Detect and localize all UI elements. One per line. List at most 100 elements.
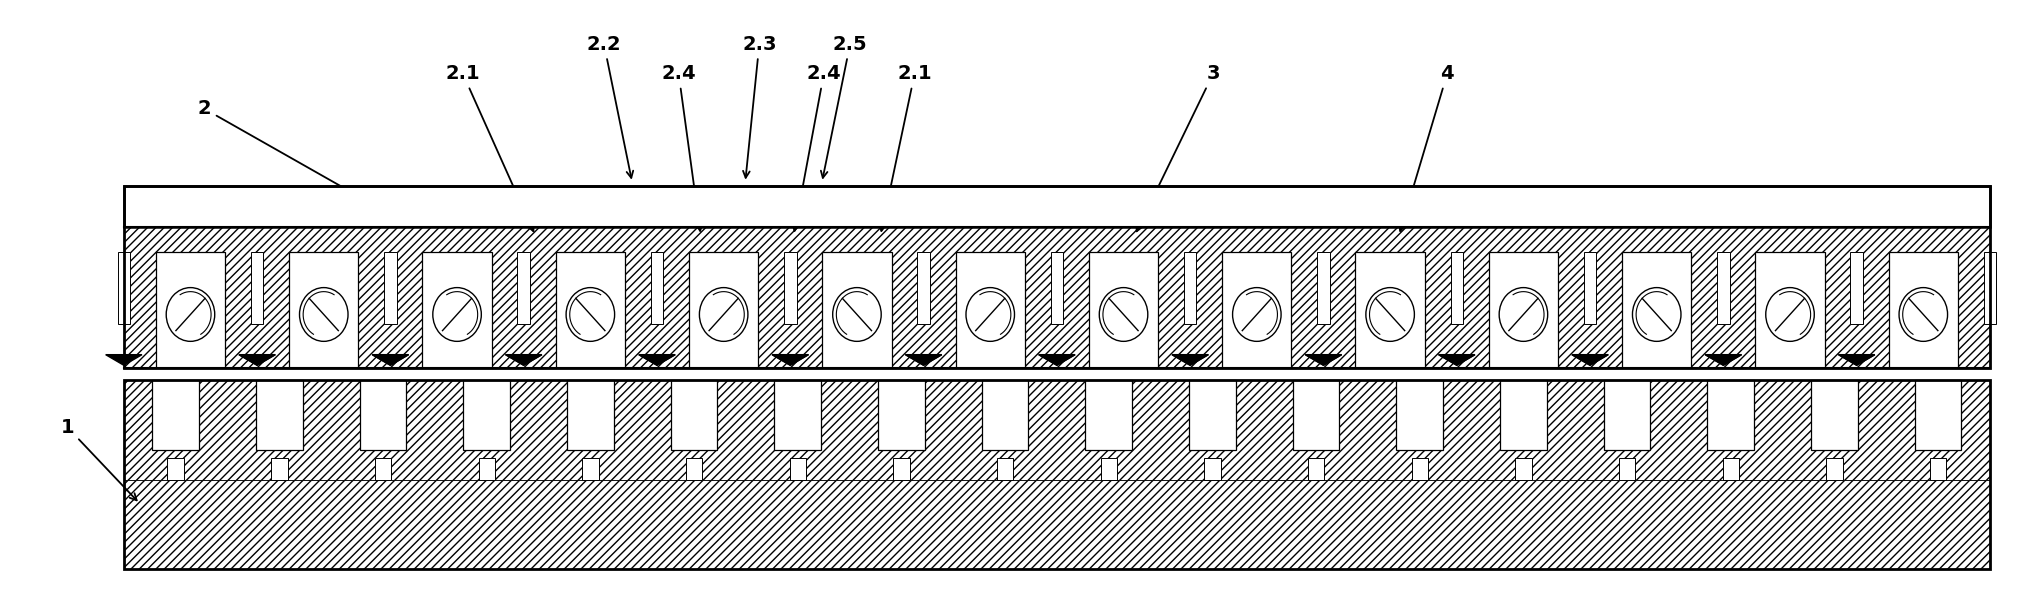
Bar bbox=[690, 252, 759, 368]
Text: 2.4: 2.4 bbox=[662, 64, 702, 231]
Polygon shape bbox=[1171, 355, 1208, 365]
Bar bbox=[123, 186, 1991, 368]
Bar bbox=[518, 252, 530, 324]
Polygon shape bbox=[1839, 355, 1875, 365]
Bar bbox=[556, 252, 625, 368]
Ellipse shape bbox=[1232, 287, 1281, 342]
Bar bbox=[583, 458, 599, 480]
Bar bbox=[374, 458, 390, 480]
Bar bbox=[997, 458, 1014, 480]
Polygon shape bbox=[639, 355, 676, 365]
Polygon shape bbox=[372, 355, 409, 365]
Bar bbox=[1309, 458, 1325, 480]
Bar bbox=[894, 458, 910, 480]
Polygon shape bbox=[506, 355, 542, 365]
Bar bbox=[785, 252, 797, 324]
Bar bbox=[651, 252, 664, 324]
Bar bbox=[117, 252, 129, 324]
Bar bbox=[1889, 252, 1958, 368]
Ellipse shape bbox=[166, 287, 214, 342]
Bar bbox=[1204, 458, 1220, 480]
Ellipse shape bbox=[967, 287, 1014, 342]
Bar bbox=[289, 252, 358, 368]
Bar bbox=[1101, 458, 1117, 480]
Bar bbox=[1396, 380, 1442, 450]
Bar bbox=[1222, 252, 1291, 368]
Bar bbox=[384, 252, 397, 324]
Polygon shape bbox=[1038, 355, 1074, 365]
Bar bbox=[123, 186, 1991, 227]
Polygon shape bbox=[906, 355, 943, 365]
Polygon shape bbox=[773, 355, 809, 365]
Polygon shape bbox=[1438, 355, 1475, 365]
Polygon shape bbox=[506, 355, 542, 365]
Bar bbox=[1827, 458, 1843, 480]
Text: 2.1: 2.1 bbox=[445, 64, 534, 231]
Bar bbox=[360, 380, 407, 450]
Bar bbox=[566, 380, 613, 450]
Ellipse shape bbox=[700, 287, 749, 342]
Polygon shape bbox=[372, 355, 409, 365]
Polygon shape bbox=[773, 355, 809, 365]
Bar bbox=[1985, 252, 1997, 324]
Polygon shape bbox=[1171, 355, 1208, 365]
Polygon shape bbox=[1305, 355, 1341, 365]
Polygon shape bbox=[639, 355, 676, 365]
Bar bbox=[1756, 252, 1825, 368]
Ellipse shape bbox=[1900, 287, 1948, 342]
Polygon shape bbox=[239, 355, 275, 365]
Bar bbox=[1618, 458, 1635, 480]
Bar bbox=[1515, 458, 1531, 480]
Polygon shape bbox=[239, 355, 275, 365]
Ellipse shape bbox=[433, 287, 481, 342]
Bar bbox=[123, 480, 1991, 569]
Polygon shape bbox=[1438, 355, 1475, 365]
Polygon shape bbox=[1572, 355, 1608, 365]
Text: 2.5: 2.5 bbox=[821, 35, 868, 178]
Bar bbox=[1501, 380, 1548, 450]
Bar bbox=[123, 380, 1991, 569]
Bar bbox=[955, 252, 1026, 368]
Bar bbox=[1604, 380, 1651, 450]
Text: 3: 3 bbox=[1137, 64, 1220, 231]
Text: 2: 2 bbox=[198, 99, 372, 203]
Text: 4: 4 bbox=[1400, 64, 1455, 231]
Bar bbox=[1086, 380, 1133, 450]
Bar bbox=[168, 458, 184, 480]
Bar bbox=[1050, 252, 1064, 324]
Ellipse shape bbox=[833, 287, 882, 342]
Ellipse shape bbox=[1366, 287, 1414, 342]
Bar bbox=[271, 458, 287, 480]
Text: 2.4: 2.4 bbox=[793, 64, 842, 231]
Bar bbox=[123, 380, 1991, 480]
Polygon shape bbox=[1305, 355, 1341, 365]
Bar bbox=[1489, 252, 1558, 368]
Bar bbox=[821, 252, 892, 368]
Bar bbox=[981, 380, 1028, 450]
Bar bbox=[156, 252, 225, 368]
Bar bbox=[123, 368, 1991, 380]
Polygon shape bbox=[1572, 355, 1608, 365]
Bar bbox=[672, 380, 718, 450]
Bar bbox=[1584, 252, 1596, 324]
Polygon shape bbox=[1705, 355, 1742, 365]
Bar bbox=[775, 380, 821, 450]
Bar bbox=[1190, 380, 1236, 450]
Bar bbox=[1355, 252, 1424, 368]
Bar bbox=[1707, 380, 1754, 450]
Bar bbox=[1450, 252, 1463, 324]
Bar bbox=[686, 458, 702, 480]
Ellipse shape bbox=[1499, 287, 1548, 342]
Bar bbox=[123, 227, 1991, 368]
Bar bbox=[1088, 252, 1159, 368]
Text: 2.2: 2.2 bbox=[587, 35, 633, 178]
Bar bbox=[1930, 458, 1946, 480]
Bar bbox=[251, 252, 263, 324]
Bar bbox=[463, 380, 510, 450]
Ellipse shape bbox=[299, 287, 348, 342]
Bar bbox=[1293, 380, 1339, 450]
Bar bbox=[1851, 252, 1863, 324]
Bar bbox=[1412, 458, 1428, 480]
Bar bbox=[878, 380, 925, 450]
Text: 1: 1 bbox=[61, 418, 138, 500]
